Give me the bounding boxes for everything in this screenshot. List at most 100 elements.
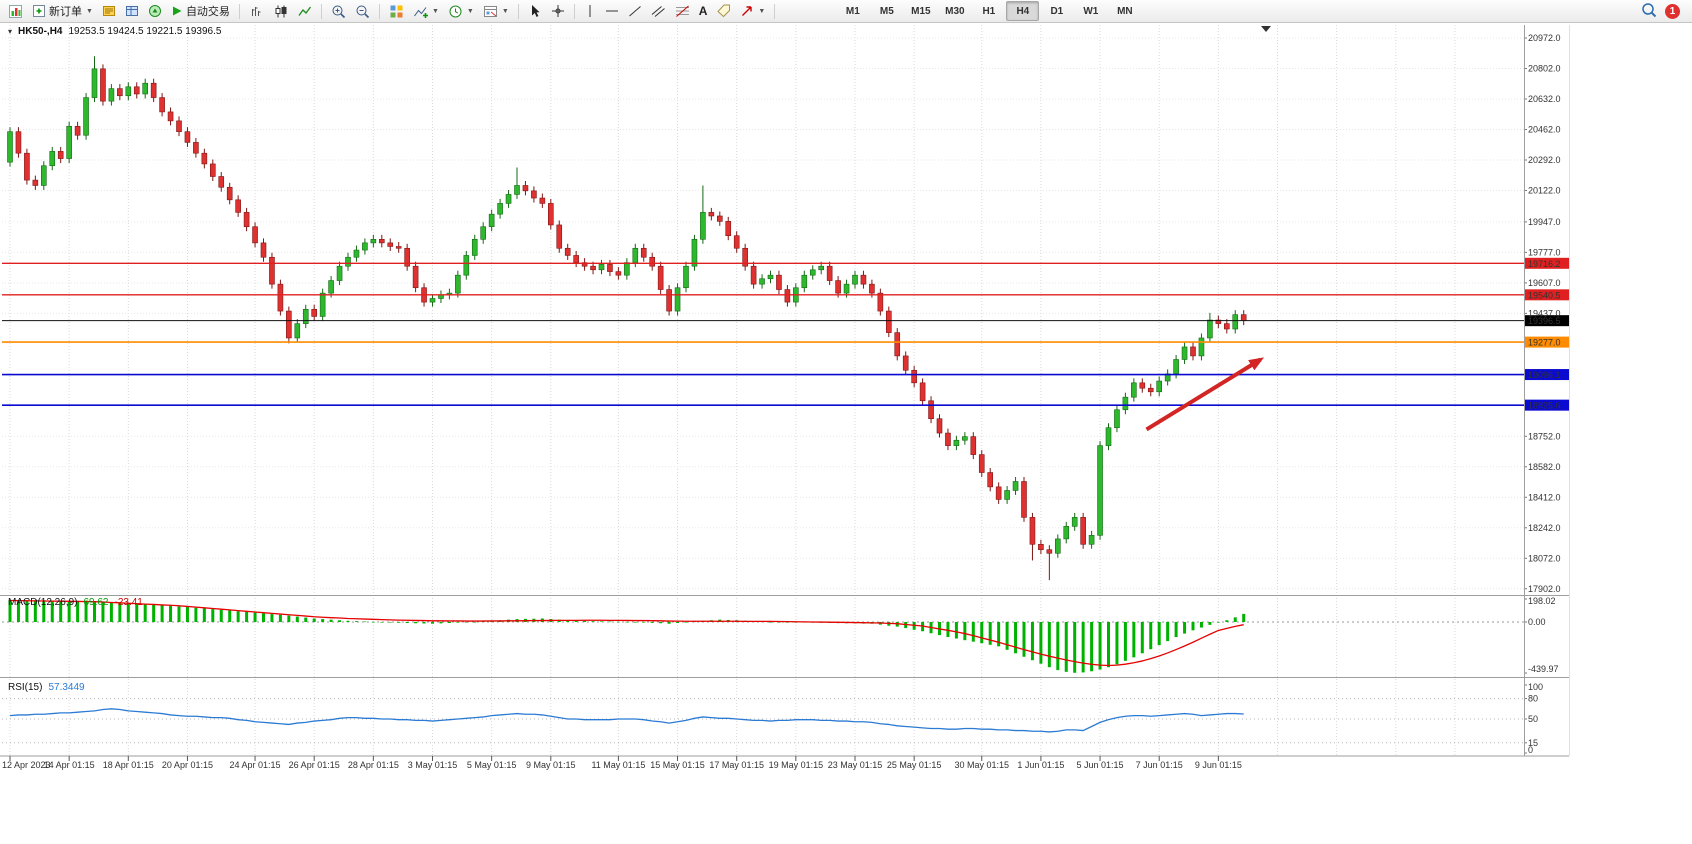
toolbar-separator [517, 3, 519, 19]
line-chart-button[interactable] [293, 1, 316, 21]
trendline-icon [628, 4, 642, 18]
current-price-label [1525, 315, 1569, 327]
svg-text:24 Apr 01:15: 24 Apr 01:15 [230, 760, 281, 770]
timeframe-d1-button[interactable]: D1 [1050, 5, 1064, 17]
candlestick-chart-button[interactable] [269, 1, 292, 21]
trendline-button[interactable] [624, 1, 646, 21]
svg-text:30 May 01:15: 30 May 01:15 [954, 760, 1009, 770]
svg-text:20122.0: 20122.0 [1528, 185, 1561, 195]
grid [2, 25, 1524, 756]
svg-text:19716.2: 19716.2 [1528, 259, 1561, 269]
timeframe-m1-button[interactable]: M1 [845, 5, 860, 17]
periods-button[interactable]: ▼ [444, 1, 478, 21]
horizontal-line-button[interactable] [601, 1, 623, 21]
svg-text:15: 15 [1528, 738, 1538, 748]
svg-text:23 May 01:15: 23 May 01:15 [828, 760, 883, 770]
svg-text:19540.5: 19540.5 [1528, 290, 1561, 300]
hline-price-label [1525, 336, 1569, 348]
svg-text:198.02: 198.02 [1528, 596, 1556, 606]
timeframe-m5-button[interactable]: M5 [879, 5, 894, 17]
new-chart-button[interactable] [4, 1, 27, 21]
indicators-icon [413, 4, 428, 19]
timeframe-m15-button[interactable]: M15 [911, 5, 931, 17]
new-order-icon [32, 4, 46, 18]
svg-text:0: 0 [1528, 745, 1533, 755]
svg-text:15 May 01:15: 15 May 01:15 [650, 760, 705, 770]
timeframe-h4-button[interactable]: H4 [1006, 1, 1040, 21]
shift-marker-icon [1261, 26, 1271, 32]
hline-price-label [1525, 289, 1569, 301]
periods-clock-icon [448, 4, 463, 19]
timeframe-mn-button[interactable]: MN [1117, 5, 1133, 17]
equidistant-channel-button[interactable] [647, 1, 670, 21]
chevron-down-icon: ▼ [758, 7, 766, 15]
candlestick-chart-icon [273, 4, 288, 19]
timeframe-w1-button[interactable]: W1 [1083, 5, 1099, 17]
svg-text:100: 100 [1528, 682, 1543, 692]
crosshair-button[interactable] [547, 1, 569, 21]
toolbar-separator [238, 3, 240, 19]
svg-text:19277.0: 19277.0 [1528, 338, 1561, 348]
chevron-down-icon: ▼ [501, 7, 509, 15]
market-watch-button[interactable] [98, 1, 120, 21]
svg-text:20802.0: 20802.0 [1528, 63, 1561, 73]
fibonacci-icon [675, 4, 690, 18]
svg-text:20632.0: 20632.0 [1528, 94, 1561, 104]
hline-price-label [1525, 369, 1569, 381]
text-label-icon [716, 4, 731, 18]
zoom-out-icon [355, 4, 370, 19]
svg-text:19607.0: 19607.0 [1528, 278, 1561, 288]
candles [7, 56, 1247, 581]
chart-window[interactable]: 19716.2 19540.5 19396.5 19277.0 19096.1 18925… [0, 23, 1692, 839]
search-icon[interactable] [1641, 2, 1657, 21]
notification-badge[interactable]: 1 [1665, 3, 1680, 19]
zoom-in-button[interactable] [327, 1, 350, 21]
svg-text:18752.0: 18752.0 [1528, 431, 1561, 441]
chevron-down-icon: ▼ [431, 7, 439, 15]
cursor-button[interactable] [524, 1, 546, 21]
svg-text:18582.0: 18582.0 [1528, 462, 1561, 472]
svg-text:19947.0: 19947.0 [1528, 217, 1561, 227]
svg-text:11 May 01:15: 11 May 01:15 [591, 760, 645, 770]
chart-area[interactable]: 19716.2 19540.5 19396.5 19277.0 19096.1 18925… [0, 23, 1692, 839]
new-order-button[interactable]: 新订单 ▼ [28, 1, 97, 21]
svg-text:9 May 01:15: 9 May 01:15 [526, 760, 576, 770]
timeframe-h1-button[interactable]: H1 [982, 5, 996, 17]
fibonacci-button[interactable] [671, 1, 694, 21]
svg-text:7 Jun 01:15: 7 Jun 01:15 [1136, 760, 1183, 770]
timeframe-toolbar: M1 M5 M15 M30 H1 H4 D1 W1 MN [836, 1, 1141, 21]
indicators-button[interactable]: ▼ [409, 1, 443, 21]
svg-text:18412.0: 18412.0 [1528, 492, 1561, 502]
data-window-icon [125, 4, 139, 18]
svg-text:17 May 01:15: 17 May 01:15 [709, 760, 764, 770]
arrows-icon [740, 4, 754, 18]
navigator-button[interactable] [144, 1, 166, 21]
horizontal-line-icon [605, 4, 619, 18]
autotrade-play-icon [171, 5, 183, 17]
svg-text:19396.5: 19396.5 [1528, 316, 1561, 326]
chevron-down-icon: ▼ [86, 7, 93, 15]
zoom-out-button[interactable] [351, 1, 374, 21]
autotrade-button[interactable]: 自动交易 [167, 1, 234, 21]
tile-windows-button[interactable] [385, 1, 408, 21]
svg-text:18925.6: 18925.6 [1528, 401, 1561, 411]
toolbar-separator [378, 3, 380, 19]
arrows-button[interactable]: ▼ [736, 1, 769, 21]
data-window-button[interactable] [121, 1, 143, 21]
templates-button[interactable]: ▼ [479, 1, 513, 21]
bar-chart-button[interactable] [245, 1, 268, 21]
svg-text:14 Apr 01:15: 14 Apr 01:15 [44, 760, 95, 770]
svg-text:0.00: 0.00 [1528, 617, 1546, 627]
text-tool-button[interactable]: A [695, 1, 712, 21]
hline-price-label [1525, 399, 1569, 411]
toolbar-right-group: 1 [1641, 2, 1688, 21]
cursor-icon [528, 4, 542, 18]
panel-borders [0, 25, 1570, 757]
svg-text:26 Apr 01:15: 26 Apr 01:15 [289, 760, 340, 770]
text-label-button[interactable] [712, 1, 735, 21]
timeframe-m30-button[interactable]: M30 [945, 5, 965, 17]
vertical-line-icon [584, 4, 596, 18]
vertical-line-button[interactable] [580, 1, 600, 21]
autotrade-label: 自动交易 [185, 6, 230, 18]
